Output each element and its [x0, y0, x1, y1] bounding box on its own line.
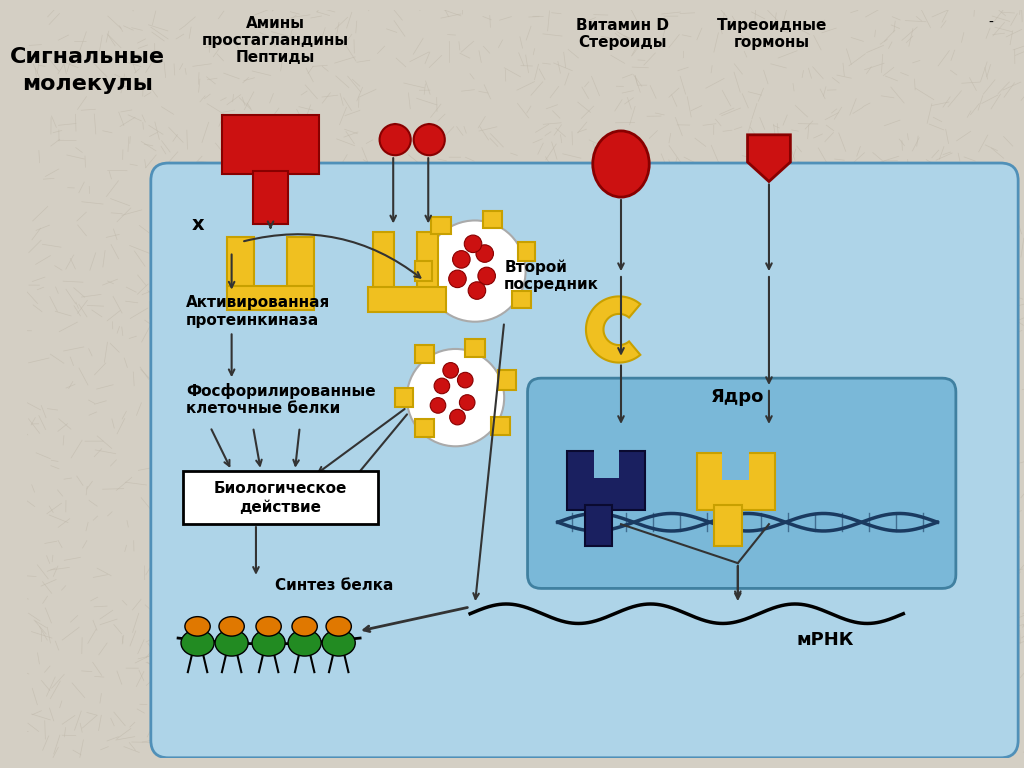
FancyBboxPatch shape: [415, 419, 434, 436]
Ellipse shape: [219, 617, 245, 636]
Ellipse shape: [215, 630, 248, 656]
FancyBboxPatch shape: [415, 345, 434, 362]
Ellipse shape: [593, 131, 649, 197]
Circle shape: [460, 395, 475, 410]
FancyBboxPatch shape: [395, 388, 413, 407]
Text: Амины
простагландины
Пептиды: Амины простагландины Пептиды: [202, 16, 349, 65]
Circle shape: [476, 245, 494, 263]
Ellipse shape: [181, 630, 214, 656]
Polygon shape: [586, 296, 640, 362]
FancyBboxPatch shape: [499, 370, 516, 390]
FancyBboxPatch shape: [567, 451, 645, 510]
Circle shape: [449, 270, 466, 288]
FancyBboxPatch shape: [253, 170, 288, 224]
Circle shape: [380, 124, 411, 155]
FancyBboxPatch shape: [465, 339, 484, 357]
Ellipse shape: [326, 617, 351, 636]
Polygon shape: [748, 135, 791, 181]
FancyBboxPatch shape: [373, 232, 394, 290]
FancyBboxPatch shape: [512, 290, 531, 308]
Circle shape: [424, 220, 525, 322]
Text: Синтез белка: Синтез белка: [275, 578, 394, 593]
FancyBboxPatch shape: [226, 286, 314, 310]
Circle shape: [464, 235, 482, 253]
FancyBboxPatch shape: [722, 449, 750, 480]
Ellipse shape: [292, 617, 317, 636]
FancyBboxPatch shape: [715, 505, 741, 545]
Circle shape: [458, 372, 473, 388]
Ellipse shape: [185, 617, 210, 636]
FancyBboxPatch shape: [417, 232, 438, 290]
Text: x: x: [191, 215, 204, 234]
Text: Активированная
протеинкиназа: Активированная протеинкиназа: [186, 296, 330, 328]
Circle shape: [430, 398, 445, 413]
Circle shape: [478, 267, 496, 285]
Ellipse shape: [252, 630, 285, 656]
Circle shape: [407, 349, 504, 446]
Circle shape: [450, 409, 465, 425]
FancyBboxPatch shape: [222, 115, 319, 174]
Ellipse shape: [256, 617, 282, 636]
Ellipse shape: [288, 630, 322, 656]
Text: мРНК: мРНК: [797, 631, 854, 649]
FancyBboxPatch shape: [527, 378, 955, 588]
FancyBboxPatch shape: [431, 217, 451, 234]
Text: Второй
посредник: Второй посредник: [504, 260, 599, 293]
Text: Тиреоидные
гормоны: Тиреоидные гормоны: [717, 18, 827, 50]
FancyBboxPatch shape: [151, 163, 1018, 758]
Circle shape: [442, 362, 459, 378]
FancyBboxPatch shape: [490, 417, 510, 435]
FancyBboxPatch shape: [368, 286, 445, 312]
Ellipse shape: [323, 630, 355, 656]
FancyBboxPatch shape: [183, 471, 378, 525]
FancyBboxPatch shape: [415, 261, 432, 281]
Text: Сигнальные
молекулы: Сигнальные молекулы: [10, 47, 165, 94]
FancyBboxPatch shape: [226, 237, 254, 290]
Text: Ядро: Ядро: [711, 388, 765, 406]
Circle shape: [434, 378, 450, 394]
FancyBboxPatch shape: [594, 445, 620, 478]
Circle shape: [453, 250, 470, 268]
FancyBboxPatch shape: [518, 242, 536, 261]
Circle shape: [468, 282, 485, 300]
Text: Биологическое
действие: Биологическое действие: [214, 481, 347, 515]
FancyBboxPatch shape: [482, 210, 502, 228]
FancyBboxPatch shape: [287, 237, 314, 290]
Text: Фосфорилированные
клеточные белки: Фосфорилированные клеточные белки: [186, 383, 376, 416]
FancyBboxPatch shape: [697, 453, 775, 510]
Text: Витамин D
Стероиды: Витамин D Стероиды: [577, 18, 670, 50]
Circle shape: [414, 124, 444, 155]
FancyBboxPatch shape: [585, 505, 612, 545]
Text: -: -: [988, 16, 993, 30]
